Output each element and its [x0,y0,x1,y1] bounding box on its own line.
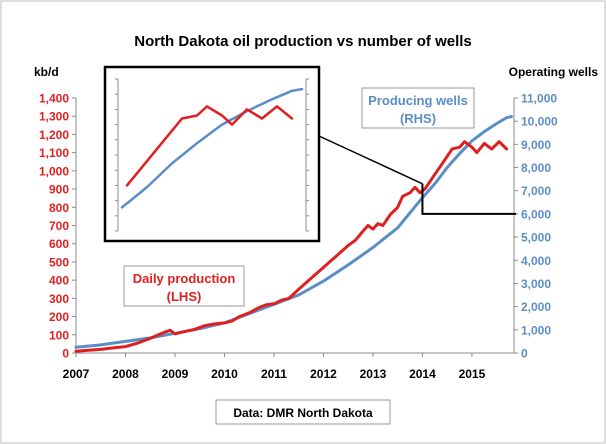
source-label: Data: DMR North Dakota [233,406,373,420]
chart-title: North Dakota oil production vs number of… [134,33,472,50]
inset-layer [103,65,516,243]
x-axis-tick-label: 2008 [112,367,139,381]
x-axis-tick-label: 2012 [310,367,337,381]
inset-producing-wells-line [120,87,304,209]
zoom-connector-line [318,135,423,185]
left-axis-tick-label: 1,400 [39,92,69,106]
x-axis-tick-label: 2015 [459,367,486,381]
series-layer [74,115,513,353]
daily-production-line [74,140,509,353]
right-axis-tick-label: 3,000 [521,277,551,291]
source-annotation: Data: DMR North Dakota [215,399,391,425]
daily-production-label-box [123,265,245,307]
right-axis-tick-label: 9,000 [521,138,551,152]
producing-wells-label-line2: (RHS) [400,111,436,126]
left-axis-tick-label: 1,200 [39,128,69,142]
left-axis-unit-label: kb/d [34,65,59,79]
left-axis-tick-label: 500 [49,255,69,269]
left-axis-tick-label: 1,000 [39,164,69,178]
right-axis-tick-label: 8,000 [521,161,551,175]
right-axis-tick-label: 10,000 [521,115,558,129]
x-axis-tick-label: 2009 [162,367,189,381]
right-axis-tick-label: 4,000 [521,254,551,268]
left-axis-tick-label: 800 [49,201,69,215]
inset-frame [103,65,321,243]
producing-wells-line [74,115,513,349]
left-axis-tick-label: 1,100 [39,146,69,160]
right-axis-tick-label: 2,000 [521,300,551,314]
right-axis-tick-label: 0 [521,347,528,361]
left-axis-tick-label: 700 [49,219,69,233]
left-axis-tick-label: 100 [49,328,69,342]
right-axis-tick-label: 6,000 [521,207,551,221]
left-axis-tick-label: 400 [49,274,69,288]
x-axis-tick-label: 2013 [360,367,387,381]
right-axis-tick-label: 5,000 [521,231,551,245]
producing-wells-label-box [361,87,475,129]
producing-wells-label-line1: Producing wells [368,93,468,108]
daily-production-annotation: Daily production (LHS) [123,265,245,307]
producing-wells-annotation: Producing wells (RHS) [361,87,475,129]
right-axis-tick-label: 11,000 [521,92,557,106]
left-axis-tick-label: 1,300 [39,110,69,124]
zoom-region-marker [421,183,516,215]
right-axis-tick-label: 7,000 [521,184,551,198]
left-axis-tick-label: 900 [49,183,69,197]
x-axis-tick-label: 2010 [211,367,238,381]
left-axis-tick-label: 200 [49,310,69,324]
daily-production-label-line2: (LHS) [167,289,202,304]
axes-layer: 0 100 200 300 400 500 600 700 800 900 1,000 1,100 1,… [39,92,558,382]
left-axis-tick-label: 600 [49,237,69,251]
x-axis-tick-label: 2011 [261,367,287,381]
right-axis-unit-label: Operating wells [509,65,599,79]
x-axis-tick-label: 2007 [63,367,90,381]
x-axis-tick-label: 2014 [409,367,436,381]
inset-daily-production-line [125,105,294,187]
daily-production-label-line1: Daily production [133,271,236,286]
left-axis-tick-label: 0 [62,347,69,361]
right-axis-tick-label: 1,000 [521,323,551,337]
left-axis-tick-label: 300 [49,292,69,306]
source-box [215,399,391,425]
